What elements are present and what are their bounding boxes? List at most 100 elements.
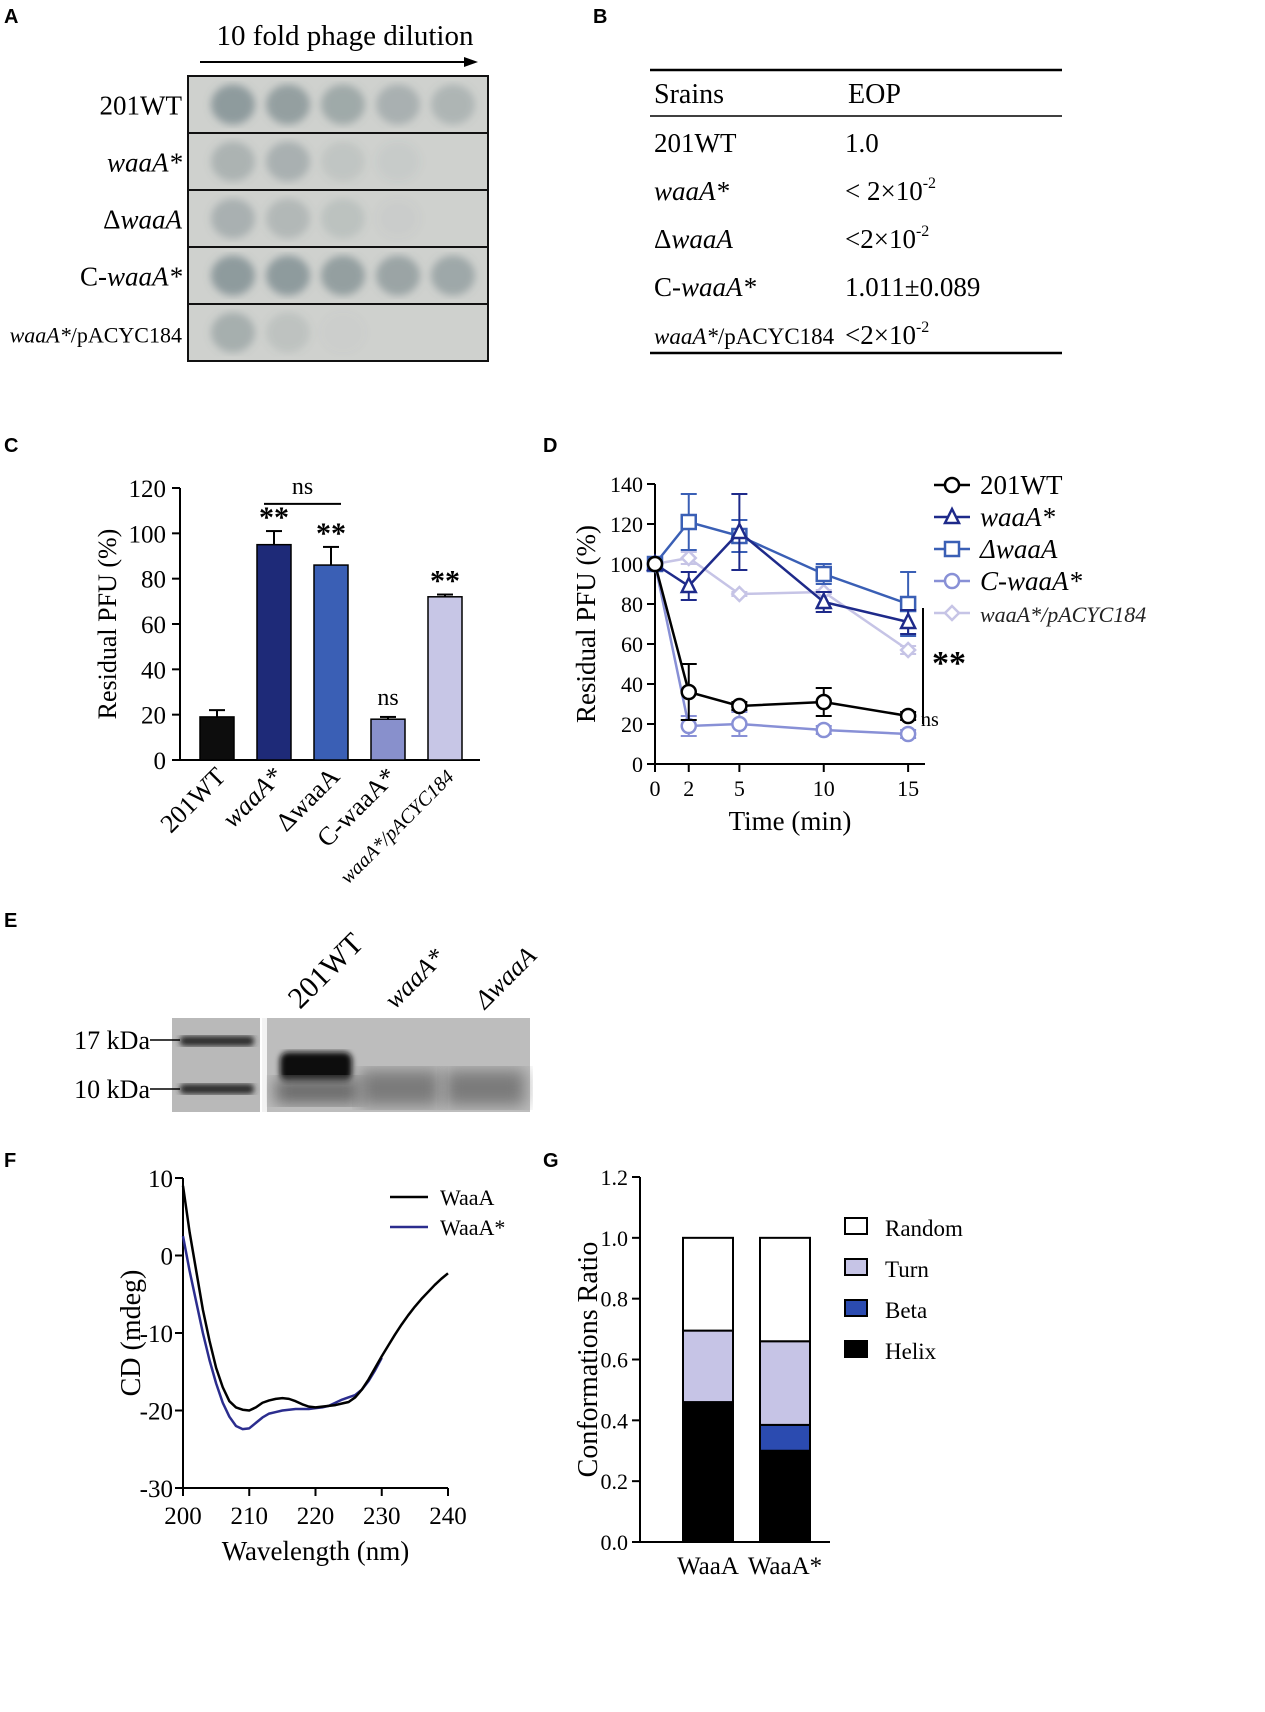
x-tick-label: 200 <box>164 1503 202 1530</box>
data-point <box>899 641 917 659</box>
conformation-ratio-chart: 0.0 0.2 0.4 0.6 0.8 1.0 1.2 Conformations Ratio… <box>573 1165 963 1580</box>
label-part: waaA* <box>10 323 71 348</box>
spot-group-3 <box>211 255 475 296</box>
legend-swatch-beta <box>844 1299 868 1317</box>
x-tick-label: 0 <box>650 776 661 801</box>
phage-spot <box>376 141 420 182</box>
panel-label-f: F <box>4 1150 17 1172</box>
cd-spectra-chart: -30 -20 -10 0 10 200 210 220 230 240 Wavelength (n… <box>116 1166 505 1566</box>
strain-label-3: C-waaA* <box>80 262 183 292</box>
phage-spot <box>321 255 365 296</box>
data-point <box>680 717 697 735</box>
y-tick-label: 0.4 <box>601 1408 629 1433</box>
smear-201wt <box>275 1078 360 1104</box>
series-line <box>654 530 909 624</box>
legend-swatch-turn <box>844 1258 868 1276</box>
phage-spot <box>431 84 475 125</box>
panel-label-g: G <box>543 1150 559 1172</box>
data-point <box>899 595 917 613</box>
eop-exponent: -2 <box>923 175 936 192</box>
spot-group-0 <box>211 84 475 125</box>
ns-mark: ns <box>921 709 939 731</box>
eop-cell-0: 1.0 <box>845 128 879 158</box>
legend-label-4: waaA*/pACYC184 <box>980 602 1146 627</box>
label-part: 201WT <box>654 128 737 158</box>
data-point <box>680 513 697 531</box>
phage-spot <box>321 313 365 353</box>
eop-cell-4: <2×10-2 <box>845 319 929 350</box>
x-tick-label: 230 <box>363 1503 401 1530</box>
y-tick-label: 40 <box>621 672 643 697</box>
strain-label-1: waaA* <box>107 148 183 178</box>
legend-marker <box>943 604 961 622</box>
stack-random-1 <box>759 1236 811 1343</box>
phage-spot <box>376 84 420 125</box>
bar-0 <box>199 716 235 761</box>
bar-1 <box>256 543 292 761</box>
legend-label-helix: Helix <box>885 1339 937 1364</box>
y-tick-label: 60 <box>621 632 643 657</box>
y-axis-label: Residual PFU (%) <box>571 525 601 723</box>
y-tick-label: 60 <box>141 612 166 639</box>
spot-group-2 <box>211 198 420 239</box>
spot-group-4 <box>211 312 365 353</box>
lane-label-1: waaA* <box>379 943 451 1015</box>
blot-divider <box>262 1018 267 1112</box>
y-tick-label: -10 <box>140 1321 173 1348</box>
stack-turn-0 <box>682 1329 734 1404</box>
legend-label-3: C-waaA* <box>980 566 1083 596</box>
legend-marker <box>943 476 961 494</box>
stack-helix-1 <box>759 1449 811 1543</box>
label-part: <2×10 <box>845 224 916 254</box>
strain-cell-0: 201WT <box>654 128 737 158</box>
marker-lane-bg <box>172 1018 260 1112</box>
label-part: waaA* <box>107 148 183 178</box>
data-point <box>899 707 917 725</box>
spectrum-line-0 <box>181 1185 449 1412</box>
marker-label-17: 17 kDa <box>74 1026 150 1055</box>
stack-beta-1 <box>759 1423 811 1452</box>
phage-spot <box>321 198 365 239</box>
table-header-eop: EOP <box>848 79 901 110</box>
data-point <box>899 725 917 743</box>
phage-spot <box>266 255 310 296</box>
eop-exponent: -2 <box>916 319 929 336</box>
data-point <box>899 611 918 630</box>
stack-turn-1 <box>759 1340 811 1426</box>
phage-spot <box>376 255 420 296</box>
phage-spot <box>266 141 310 182</box>
y-tick-label: 120 <box>129 476 167 503</box>
label-part: 1.011±0.089 <box>845 272 980 302</box>
legend-marker <box>943 572 961 590</box>
category-label-1: WaaA* <box>748 1553 822 1580</box>
label-part: waaA* <box>681 272 757 302</box>
y-tick-label: -20 <box>140 1399 173 1426</box>
y-tick-label: 20 <box>141 703 166 730</box>
phage-spot <box>266 84 310 125</box>
strain-cell-2: ΔwaaA <box>654 224 733 254</box>
data-point <box>730 585 749 603</box>
eop-cell-3: 1.011±0.089 <box>845 272 980 302</box>
y-tick-label: 0.6 <box>601 1348 629 1373</box>
marker-label-10: 10 kDa <box>74 1075 150 1104</box>
y-tick-label: 10 <box>148 1166 173 1193</box>
phage-spot <box>321 84 365 125</box>
x-tick-label: 5 <box>734 776 745 801</box>
x-tick-label: 240 <box>429 1503 467 1530</box>
y-tick-label: 0 <box>154 748 167 775</box>
strain-label-4: waaA*/pACYC184 <box>10 323 182 348</box>
data-point <box>731 697 748 715</box>
spot-group-1 <box>211 141 420 182</box>
y-tick-label: 80 <box>141 567 166 594</box>
data-point <box>814 591 833 610</box>
data-point <box>680 683 697 701</box>
panel-label-a: A <box>4 6 19 28</box>
category-label-0: 201WT <box>155 762 232 839</box>
bar-3 <box>370 718 406 761</box>
dilution-arrow-head <box>464 57 478 67</box>
y-tick-label: 0 <box>632 752 643 777</box>
strain-cell-1: waaA* <box>654 176 730 206</box>
